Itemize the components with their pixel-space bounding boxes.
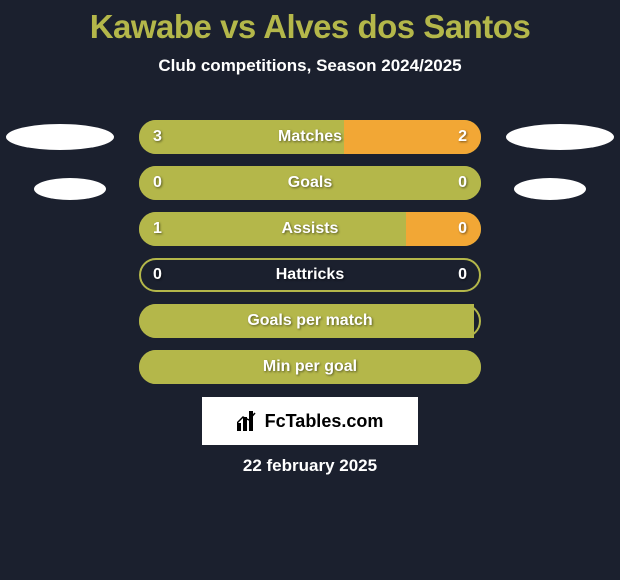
brand-badge: FcTables.com [202, 397, 418, 445]
stat-label: Goals per match [139, 304, 481, 338]
chart-icon [237, 411, 259, 431]
stat-label: Matches [139, 120, 481, 154]
stat-row: 00Goals [139, 166, 481, 200]
stat-row: 32Matches [139, 120, 481, 154]
stat-label: Goals [139, 166, 481, 200]
stat-row: 10Assists [139, 212, 481, 246]
comparison-chart: 32Matches 00Goals 10Assists 00Hattricks Goal… [0, 110, 620, 396]
stat-row: 00Hattricks [139, 258, 481, 292]
stat-row: Goals per match [139, 304, 481, 338]
player-left-oval-2 [34, 178, 106, 200]
stat-rows: 32Matches 00Goals 10Assists 00Hattricks Goal… [0, 110, 620, 384]
page-subtitle: Club competitions, Season 2024/2025 [0, 56, 620, 76]
player-right-oval-2 [514, 178, 586, 200]
page-title: Kawabe vs Alves dos Santos [0, 0, 620, 46]
player-right-oval-1 [506, 124, 614, 150]
brand-text: FcTables.com [265, 411, 384, 432]
player-left-oval-1 [6, 124, 114, 150]
stat-row: Min per goal [139, 350, 481, 384]
stat-label: Min per goal [139, 350, 481, 384]
stat-label: Hattricks [139, 258, 481, 292]
stat-label: Assists [139, 212, 481, 246]
date-label: 22 february 2025 [0, 456, 620, 476]
